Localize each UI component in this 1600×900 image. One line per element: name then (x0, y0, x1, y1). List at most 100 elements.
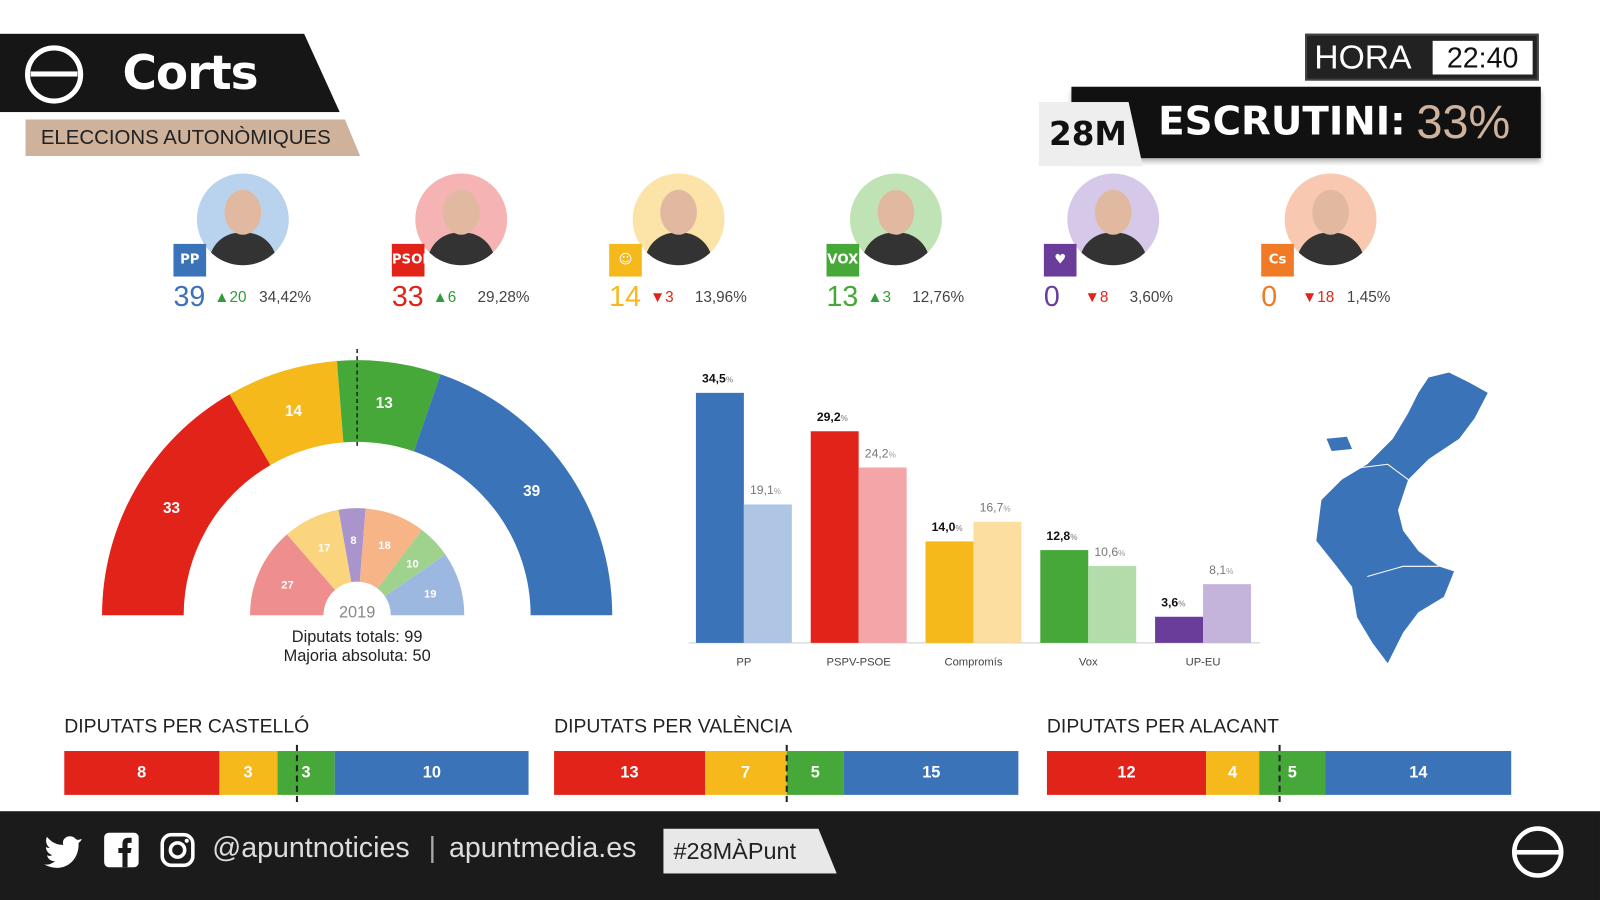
vote-percentage: 34,42% (259, 288, 312, 307)
seat-change: ▲3 (867, 289, 891, 306)
category-label: Compromís (944, 656, 1002, 668)
province-title: DIPUTATS PER ALACANT (1046, 716, 1279, 738)
bar-2019 (743, 504, 792, 643)
twitter-handle[interactable]: @apuntnoticies (212, 831, 410, 864)
seat-change-value: 8 (1099, 288, 1109, 307)
unit: % (1070, 533, 1078, 542)
unit: % (1226, 567, 1233, 576)
party-logo-icon: ☺ (609, 243, 642, 277)
vote-percentage: 3,60% (1129, 288, 1173, 307)
hemicycle-segment (336, 360, 441, 452)
bar-2023 (810, 431, 859, 643)
segment-label: 27 (281, 580, 293, 592)
party-seats: 14 (609, 280, 641, 313)
apunt-logo-icon (24, 45, 84, 104)
segment-label: 13 (376, 395, 393, 412)
hemicycle-segment (413, 374, 613, 616)
hemicycle-segment (102, 394, 271, 616)
seat-change-value: 3 (882, 288, 892, 307)
seat-segment: 13 (554, 751, 705, 795)
seat-segment: 3 (219, 751, 278, 795)
subtitle-banner (25, 119, 361, 157)
seat-change: ▲20 (214, 289, 246, 306)
seat-segment: 14 (1325, 751, 1512, 795)
bar-2023 (925, 541, 974, 643)
vote-percentage: 1,45% (1346, 288, 1391, 307)
hemicycle-segment (359, 508, 423, 589)
seat-segment: 5 (786, 751, 845, 795)
party-logo-icon: PP (173, 243, 207, 277)
footer-separator: | (428, 831, 436, 864)
bar-2019 (858, 467, 907, 643)
hemicycle-segment (384, 554, 465, 616)
segment-label: 33 (163, 500, 180, 517)
candidate-photo (632, 173, 725, 266)
segment-label: 14 (285, 403, 303, 420)
time-value: 22:40 (1432, 40, 1533, 75)
majority-line (1278, 744, 1281, 803)
segment-label: 39 (523, 483, 540, 500)
arrow-up-icon: ▲ (214, 288, 230, 307)
bar-value-label: 29,2% (817, 410, 849, 424)
instagram-icon[interactable] (160, 832, 195, 868)
seat-change-value: 18 (1317, 288, 1335, 307)
hashtag: #28MÀPunt (663, 828, 837, 874)
party-seats: 0 (1043, 280, 1060, 313)
province-seat-bar: 13 7 5 15 (554, 751, 1019, 795)
candidate-photo (1284, 173, 1377, 266)
seat-segment: 3 (277, 751, 336, 795)
bar-value-label: 10,6% (1094, 545, 1125, 559)
bar-value-label: 34,5% (702, 372, 734, 386)
bar-value-label: 24,2% (865, 446, 896, 460)
time-label: HORA (1314, 37, 1412, 76)
province-seat-bar: 12 4 5 14 (1046, 751, 1512, 795)
party-seats: 13 (826, 280, 859, 313)
seat-change-value: 20 (229, 288, 247, 307)
bar-value-label: 12,8% (1046, 529, 1078, 543)
candidate-photo (1067, 173, 1160, 266)
segment-label: 19 (424, 589, 436, 601)
total-seats-label: Diputats totals: 99 (291, 628, 423, 646)
website-link[interactable]: apuntmedia.es (448, 831, 637, 864)
year-2019-label: 2019 (338, 604, 376, 622)
seat-change: ▼18 (1302, 289, 1334, 306)
subtitle: ELECCIONS AUTONÒMIQUES (40, 126, 331, 149)
arrow-up-icon: ▲ (432, 288, 448, 307)
hemicycle-chart: 33 14 13 39 27 17 8 18 10 19 (102, 348, 613, 616)
seat-segment: 7 (704, 751, 787, 795)
party-seats: 0 (1261, 280, 1278, 313)
majority-label: Majoria absoluta: 50 (283, 647, 431, 666)
hemicycle-segment (286, 509, 352, 590)
seat-change-value: 6 (447, 288, 457, 307)
bar-value-label: 16,7% (980, 501, 1011, 515)
apunt-logo-icon (1511, 826, 1564, 878)
bar-value-label: 8,1% (1209, 563, 1233, 577)
vote-percentage: 12,76% (912, 288, 965, 307)
hemicycle-segment (377, 530, 446, 597)
province-title: DIPUTATS PER VALÈNCIA (554, 716, 793, 738)
hemicycle-segment (229, 361, 344, 466)
unit: % (889, 450, 896, 459)
segment-label: 10 (406, 559, 418, 571)
hemicycle-segment (249, 534, 336, 616)
party-seats: 33 (391, 280, 424, 313)
party-logo-icon: PSOE (391, 243, 431, 277)
facebook-icon[interactable] (104, 832, 139, 868)
vote-bar-chart: 34,5% 19,1% PP 29,2% 24,2% PSPV-PSOE 14,0% 16,7… (688, 372, 1261, 668)
seat-segment: 12 (1046, 751, 1207, 795)
hemicycle-segment (338, 508, 366, 583)
candidate-photo (196, 173, 289, 266)
arrow-down-icon: ▼ (1302, 288, 1318, 307)
arrow-down-icon: ▼ (649, 288, 666, 307)
unit: % (726, 376, 734, 385)
seat-change-value: 3 (665, 288, 674, 307)
category-label: PSPV-PSOE (827, 656, 891, 668)
arrow-up-icon: ▲ (867, 288, 883, 307)
twitter-icon[interactable] (43, 834, 84, 869)
count-label: ESCRUTINI: (1158, 98, 1406, 144)
bar-2019 (1203, 584, 1252, 643)
unit: % (1178, 600, 1186, 609)
seat-change: ▼8 (1085, 289, 1109, 306)
category-label: UP-EU (1186, 656, 1221, 668)
province-title: DIPUTATS PER CASTELLÓ (64, 716, 310, 738)
